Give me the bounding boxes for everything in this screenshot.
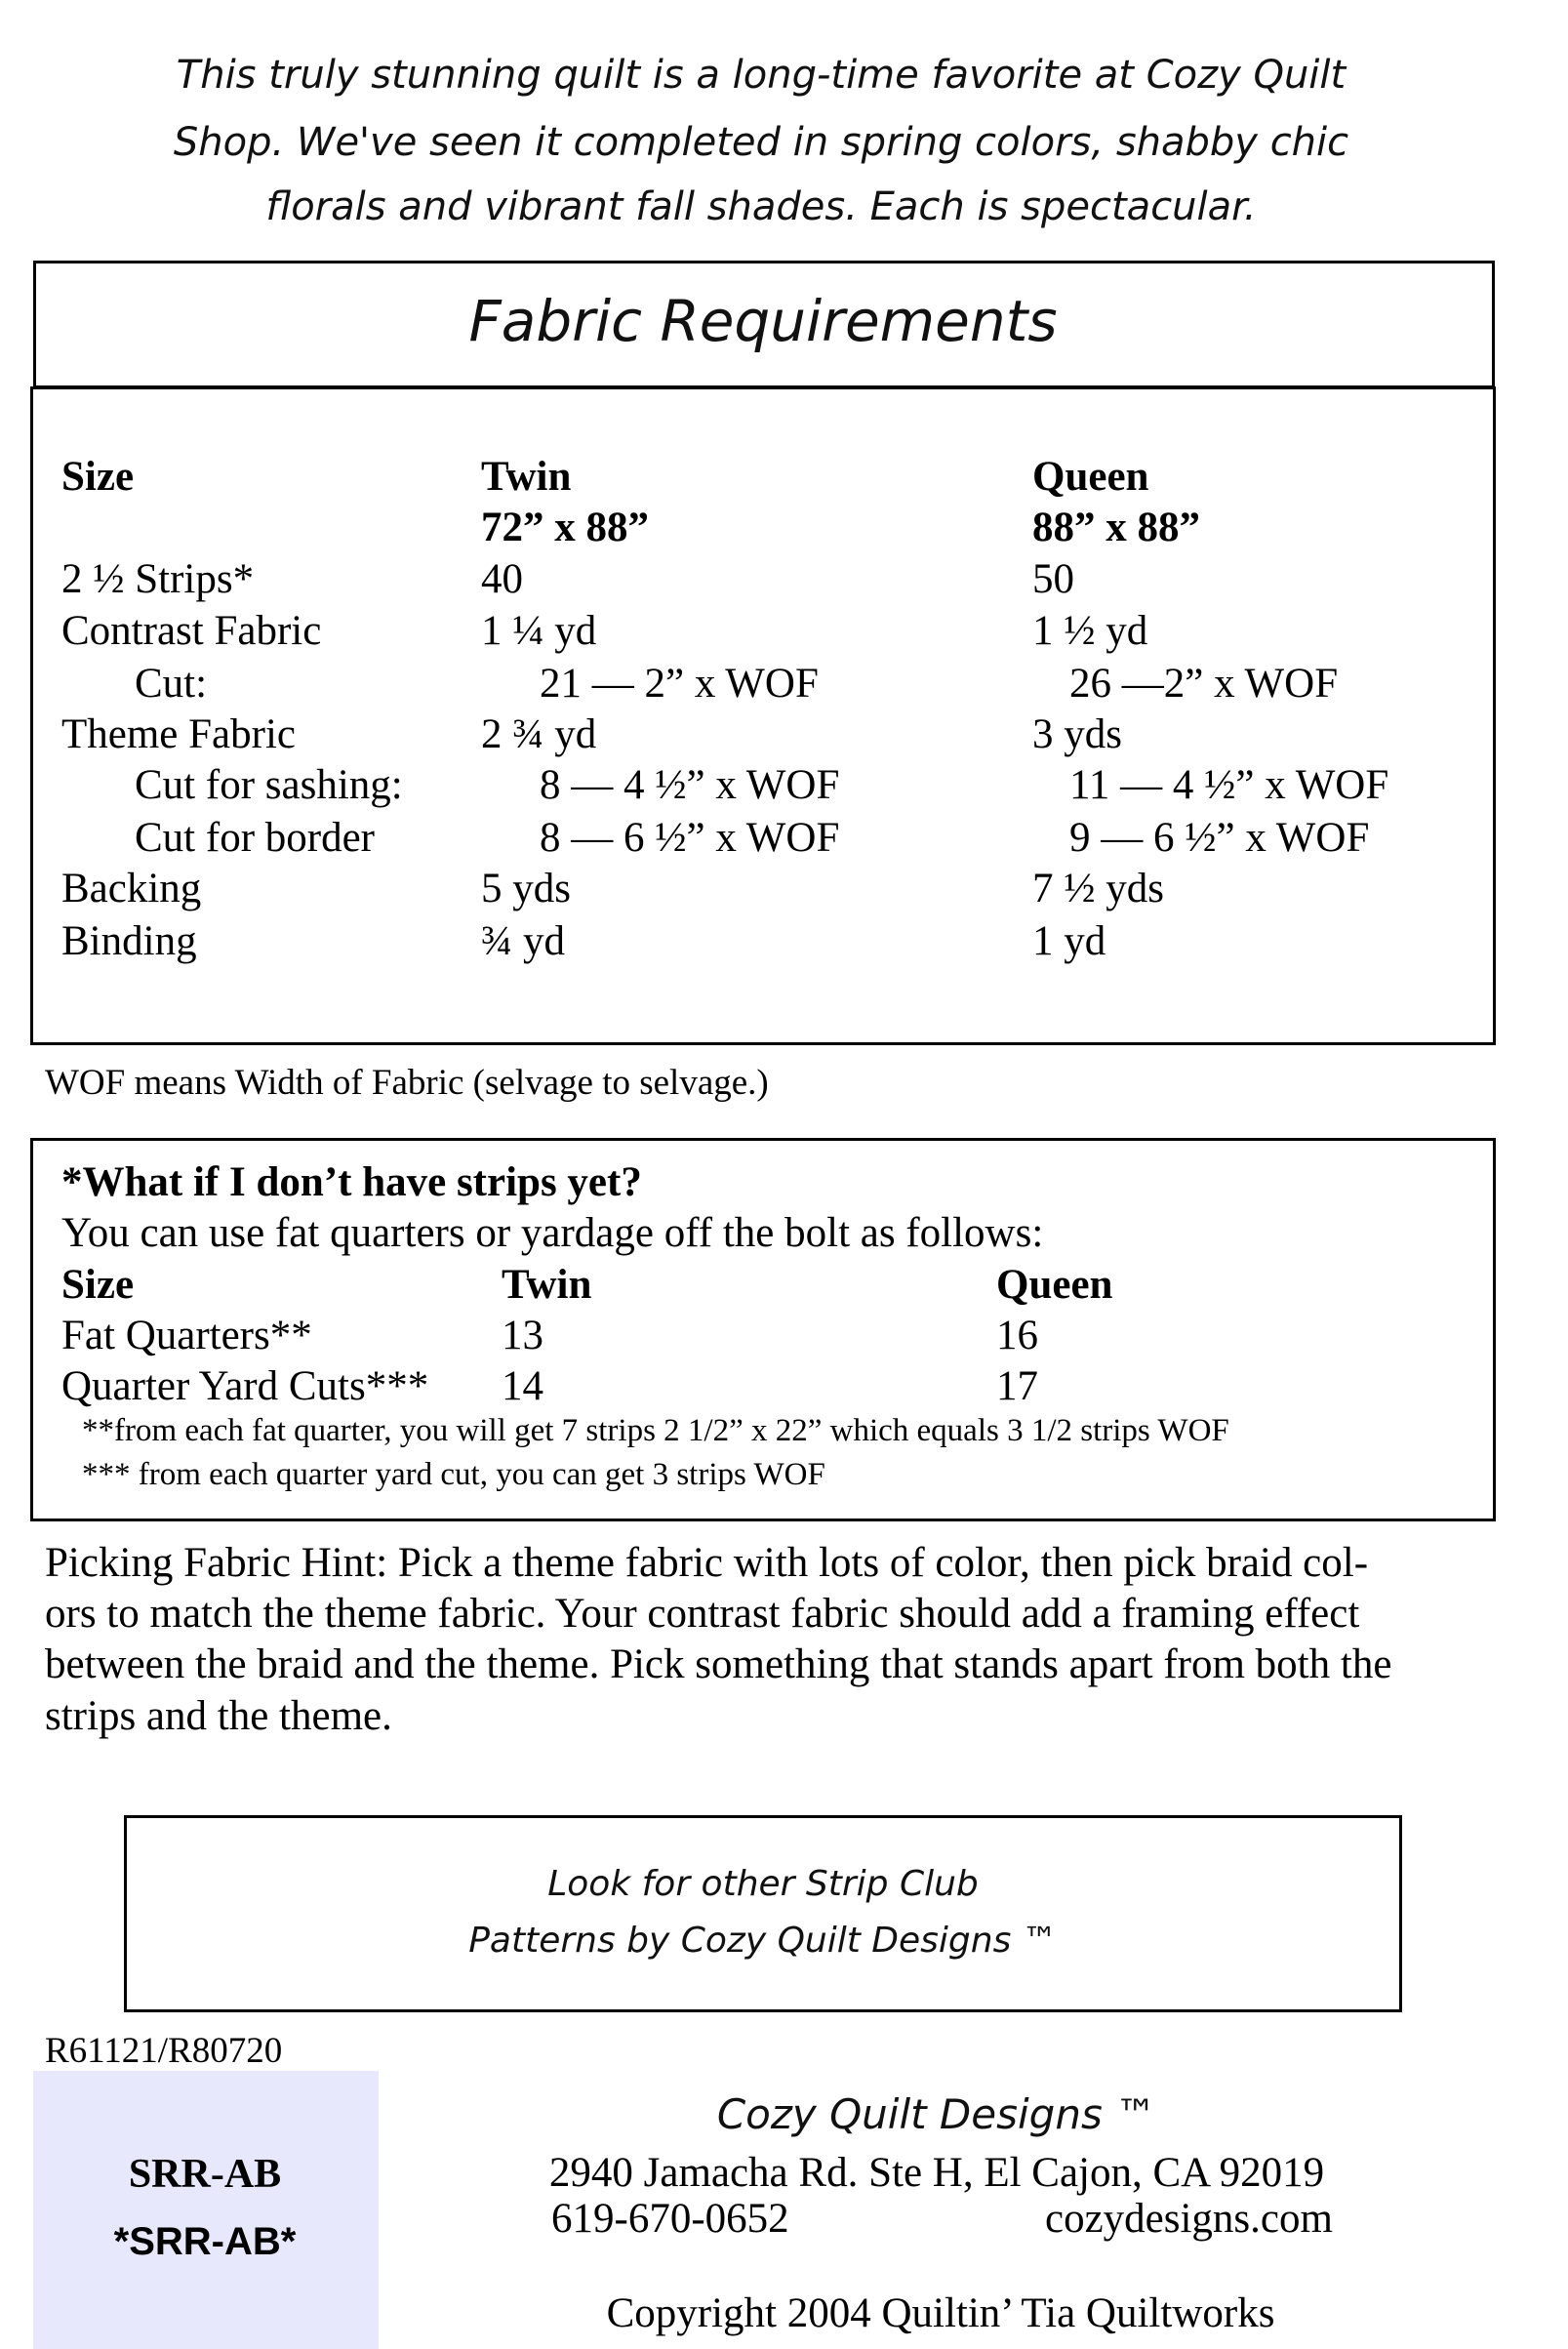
row-queen: 17 bbox=[996, 1363, 1038, 1409]
row-twin: 5 yds bbox=[481, 866, 571, 911]
strips-question: *What if I don’t have strips yet? bbox=[61, 1159, 642, 1205]
header-twin: Twin bbox=[481, 454, 572, 500]
fabric-requirements-table-box bbox=[30, 386, 1496, 1045]
row-label: Cut for border bbox=[135, 815, 375, 861]
row-queen: 50 bbox=[1032, 556, 1074, 602]
header-size: Size bbox=[61, 454, 135, 500]
strips-header-twin: Twin bbox=[502, 1262, 592, 1308]
row-label: Fat Quarters** bbox=[61, 1313, 312, 1358]
row-twin: 1 ¼ yd bbox=[481, 608, 597, 654]
hint-line: strips and the theme. bbox=[45, 1693, 392, 1739]
row-label: Binding bbox=[61, 918, 197, 964]
promo-box bbox=[124, 1815, 1402, 2012]
row-twin: 8 — 4 ½” x WOF bbox=[540, 762, 840, 808]
row-label: Cut for sashing: bbox=[135, 762, 403, 808]
row-twin: 2 ¾ yd bbox=[481, 711, 597, 757]
row-twin: 14 bbox=[502, 1363, 543, 1409]
strips-header-queen: Queen bbox=[996, 1262, 1113, 1308]
strips-intro: You can use fat quarters or yardage off … bbox=[61, 1210, 1044, 1256]
row-label: Cut: bbox=[135, 661, 208, 707]
sku: SRR-AB bbox=[128, 2152, 282, 2197]
header-queen-dims: 88” x 88” bbox=[1032, 505, 1200, 550]
strips-alternative-box bbox=[30, 1138, 1496, 1521]
copyright: Copyright 2004 Quiltin’ Tia Quiltworks bbox=[606, 2290, 1275, 2336]
hint-line: Picking Fabric Hint: Pick a theme fabric… bbox=[45, 1540, 1369, 1586]
strips-header-size: Size bbox=[61, 1262, 135, 1308]
intro-line: Shop. We've seen it completed in spring … bbox=[173, 120, 1349, 165]
row-queen: 11 — 4 ½” x WOF bbox=[1069, 762, 1389, 808]
row-twin: 8 — 6 ½” x WOF bbox=[540, 815, 840, 861]
hint-line: ors to match the theme fabric. Your cont… bbox=[45, 1591, 1360, 1637]
sku-panel bbox=[33, 2071, 379, 2349]
row-queen: 1 yd bbox=[1032, 918, 1106, 964]
footnote: *** from each quarter yard cut, you can … bbox=[82, 1457, 825, 1492]
row-queen: 1 ½ yd bbox=[1032, 608, 1148, 654]
row-queen: 3 yds bbox=[1032, 711, 1122, 757]
intro-line: florals and vibrant fall shades. Each is… bbox=[265, 184, 1257, 229]
row-twin: 40 bbox=[481, 556, 523, 602]
row-queen: 9 — 6 ½” x WOF bbox=[1069, 815, 1370, 861]
row-label: Quarter Yard Cuts*** bbox=[61, 1363, 429, 1409]
row-label: Theme Fabric bbox=[61, 711, 296, 757]
revision-code: R61121/R80720 bbox=[45, 2031, 283, 2071]
barcode-text: *SRR-AB* bbox=[113, 2220, 297, 2263]
address: 2940 Jamacha Rd. Ste H, El Cajon, CA 920… bbox=[548, 2150, 1325, 2196]
row-label: Backing bbox=[61, 866, 202, 911]
row-queen: 26 —2” x WOF bbox=[1069, 661, 1339, 707]
row-queen: 7 ½ yds bbox=[1032, 866, 1164, 911]
row-label: 2 ½ Strips* bbox=[61, 556, 255, 602]
website-link[interactable]: cozydesigns.com bbox=[1045, 2196, 1333, 2242]
phone: 619-670-0652 bbox=[551, 2196, 789, 2242]
row-twin: 13 bbox=[502, 1313, 543, 1358]
promo-line: Look for other Strip Club bbox=[547, 1864, 979, 1904]
row-queen: 16 bbox=[996, 1313, 1038, 1358]
row-label: Contrast Fabric bbox=[61, 608, 322, 654]
row-twin: 21 — 2” x WOF bbox=[540, 661, 819, 707]
header-twin-dims: 72” x 88” bbox=[481, 505, 649, 550]
header-queen: Queen bbox=[1032, 454, 1149, 500]
wof-note: WOF means Width of Fabric (selvage to se… bbox=[45, 1063, 769, 1103]
company-name: Cozy Quilt Designs ™ bbox=[716, 2090, 1157, 2138]
footnote: **from each fat quarter, you will get 7 … bbox=[82, 1413, 1229, 1448]
promo-line: Patterns by Cozy Quilt Designs ™ bbox=[468, 1921, 1058, 1961]
row-twin: ¾ yd bbox=[481, 918, 565, 964]
hint-line: between the braid and the theme. Pick so… bbox=[45, 1641, 1392, 1687]
intro-line: This truly stunning quilt is a long-time… bbox=[176, 53, 1347, 98]
fabric-requirements-title: Fabric Requirements bbox=[468, 288, 1058, 354]
